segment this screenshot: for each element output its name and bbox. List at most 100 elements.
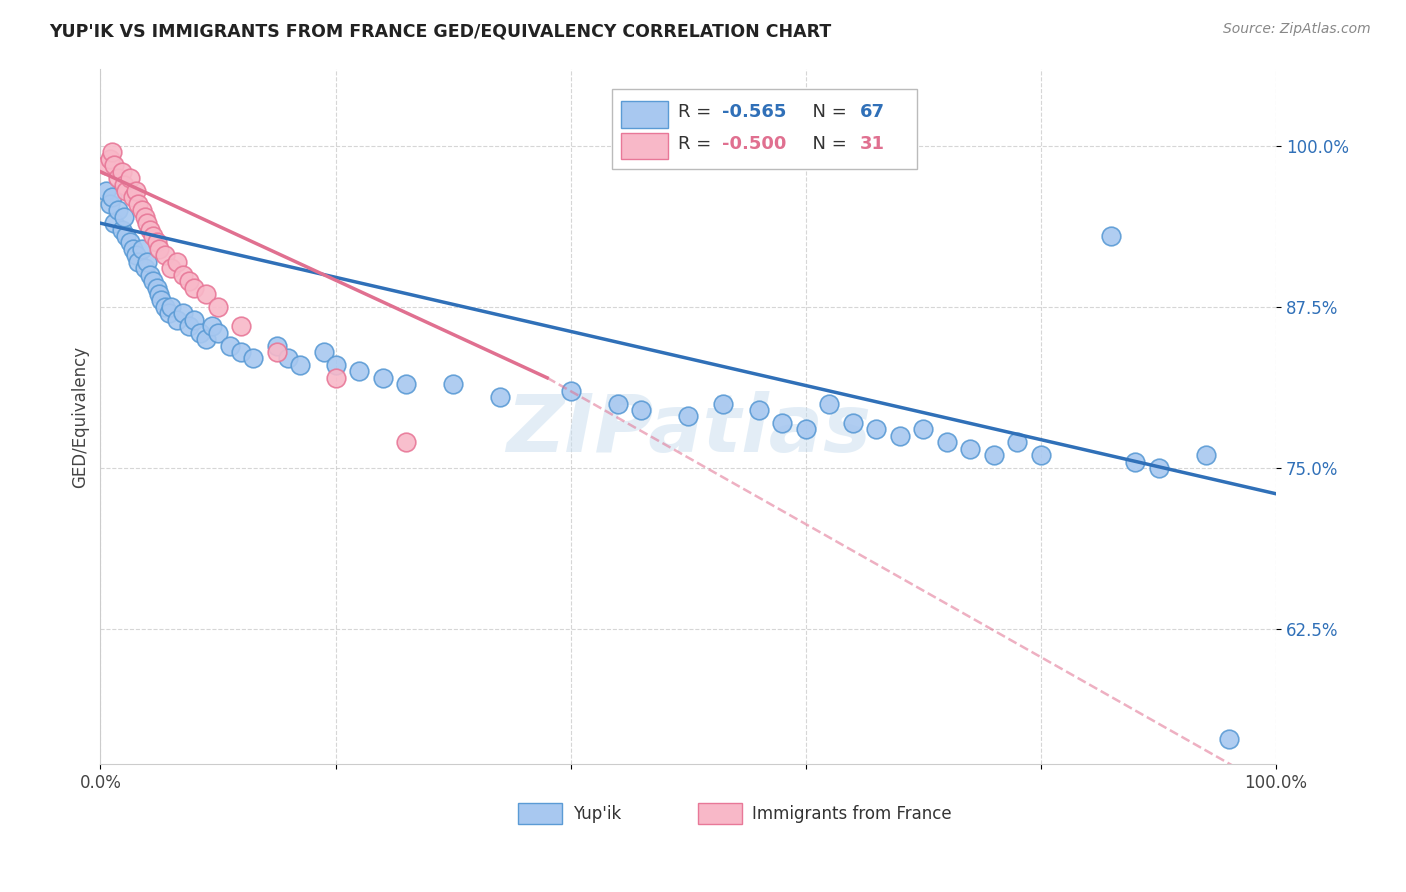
Point [160,300,183,314]
Point [1123,454,1146,468]
Point [160,261,183,276]
Point [148,242,170,256]
Point [172,306,194,320]
Point [201,319,224,334]
Text: N =: N = [801,103,852,121]
Point [325,358,347,372]
Point [124,184,146,198]
Point [103,216,125,230]
Text: YUP'IK VS IMMIGRANTS FROM FRANCE GED/EQUIVALENCY CORRELATION CHART: YUP'IK VS IMMIGRANTS FROM FRANCE GED/EQU… [49,22,831,40]
Text: Source: ZipAtlas.com: Source: ZipAtlas.com [1223,22,1371,37]
Point [959,442,981,456]
Point [166,313,188,327]
FancyBboxPatch shape [621,133,668,159]
Point [142,229,165,244]
Point [748,403,770,417]
Point [1029,448,1052,462]
Text: Yup'ik: Yup'ik [574,805,621,822]
Point [98,197,121,211]
Text: -0.565: -0.565 [723,103,787,121]
Text: R =: R = [678,135,717,153]
Point [1101,229,1123,244]
Point [136,216,159,230]
Point [150,293,173,308]
Point [441,377,464,392]
Text: ZIPatlas: ZIPatlas [506,392,870,469]
Point [148,287,170,301]
Point [347,364,370,378]
Point [1218,731,1240,746]
Point [146,280,169,294]
Point [112,178,135,192]
Point [124,248,146,262]
Point [676,409,699,424]
Point [110,222,132,236]
FancyBboxPatch shape [612,89,918,169]
Point [142,274,165,288]
Point [122,242,145,256]
Point [312,345,335,359]
Point [107,203,129,218]
Point [96,158,118,172]
Text: 31: 31 [860,135,884,153]
Point [122,190,145,204]
Point [489,390,512,404]
Point [630,403,652,417]
Point [266,345,288,359]
Point [134,210,156,224]
Point [157,306,180,320]
Point [195,287,218,301]
Point [842,416,865,430]
Point [207,300,229,314]
Text: Immigrants from France: Immigrants from France [752,805,952,822]
Point [188,326,211,340]
Point [935,435,957,450]
Point [110,164,132,178]
Point [131,203,153,218]
Point [101,190,124,204]
Point [172,268,194,282]
Point [371,371,394,385]
Point [195,332,218,346]
Point [101,145,124,160]
Y-axis label: GED/Equivalency: GED/Equivalency [72,345,89,488]
Point [166,255,188,269]
Point [889,429,911,443]
Point [818,396,841,410]
Text: R =: R = [678,103,717,121]
Text: -0.500: -0.500 [723,135,787,153]
Point [96,184,118,198]
Point [138,268,160,282]
Point [153,300,176,314]
Point [207,326,229,340]
Point [912,422,935,436]
Point [134,261,156,276]
Point [983,448,1005,462]
FancyBboxPatch shape [621,101,668,128]
Point [606,396,628,410]
FancyBboxPatch shape [517,804,562,824]
Point [395,377,418,392]
Point [98,152,121,166]
Point [266,338,288,352]
Point [146,235,169,250]
Point [183,313,205,327]
Point [242,351,264,366]
Point [1147,461,1170,475]
Point [115,184,138,198]
Point [183,280,205,294]
Point [794,422,817,436]
Point [107,171,129,186]
Point [277,351,299,366]
Point [138,222,160,236]
Point [218,338,240,352]
Point [290,358,312,372]
Point [865,422,887,436]
FancyBboxPatch shape [697,804,742,824]
Point [231,319,253,334]
Point [1194,448,1216,462]
Point [325,371,347,385]
Point [231,345,253,359]
Point [395,435,418,450]
Point [770,416,793,430]
